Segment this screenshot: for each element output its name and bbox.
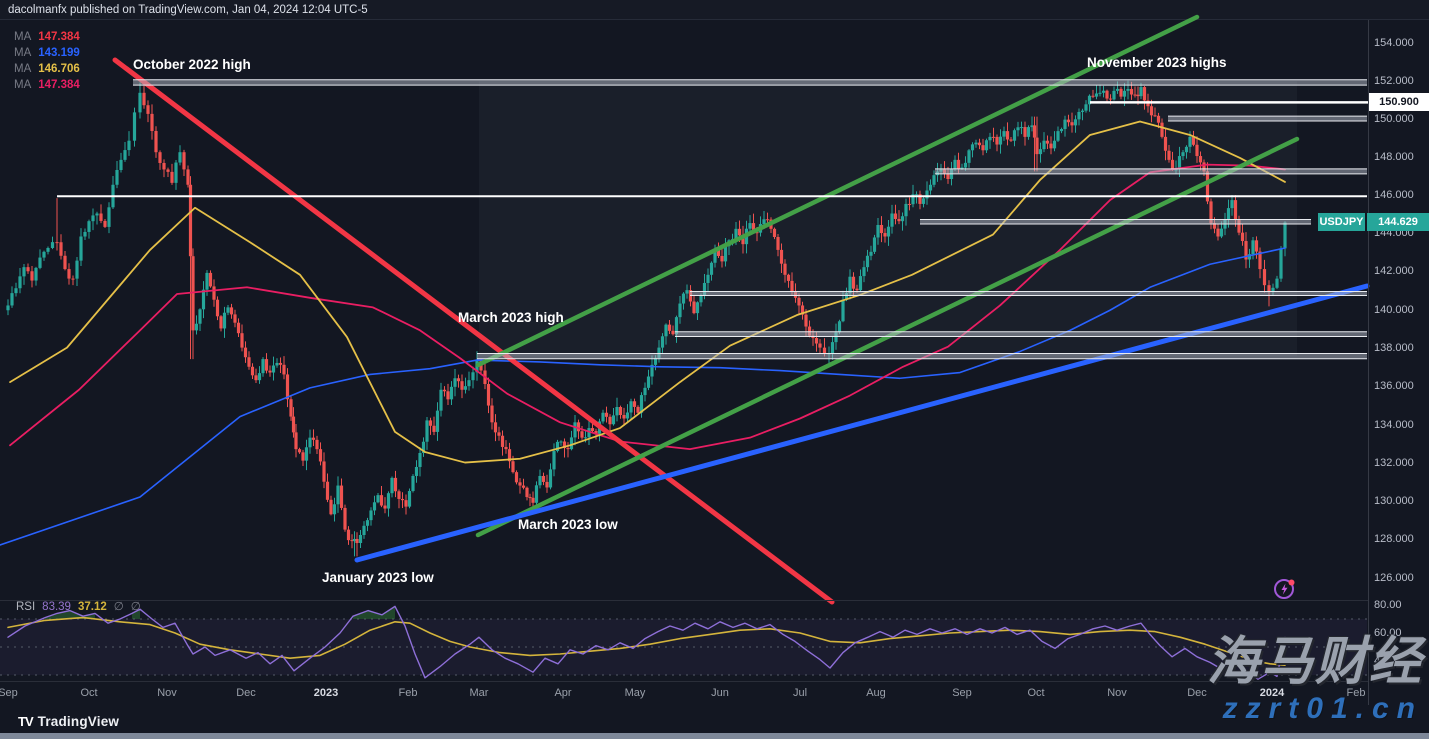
time-axis-year-label: 2024 — [1259, 687, 1285, 699]
time-axis-month-label: Mar — [469, 687, 489, 699]
price-axis-label: 150.000 — [1374, 113, 1414, 125]
time-axis-month-label: Jun — [711, 687, 729, 699]
time-axis-pane[interactable]: Sep Oct Nov Dec 2023 Feb Mar Apr May Jun Jul Aug Sep… — [0, 681, 1368, 706]
time-axis-month-label: Sep — [952, 687, 972, 699]
symbol-label: USDJPY — [1318, 213, 1365, 231]
price-axis-label: 138.000 — [1374, 342, 1414, 354]
ma-legend-row: MA 147.384 — [14, 31, 80, 43]
price-axis-label: 140.000 — [1374, 304, 1414, 316]
time-axis-year-label: 2023 — [313, 687, 339, 699]
ma-legend[interactable]: MA 147.384 MA 143.199 MA 146.706 MA 147.384 — [14, 29, 80, 93]
ma-legend-row: MA 147.384 — [14, 79, 80, 91]
price-axis-label: 148.000 — [1374, 151, 1414, 163]
time-axis-month-label: Feb — [398, 687, 418, 699]
price-axis-label: 126.000 — [1374, 572, 1414, 584]
time-axis-month-label: Apr — [554, 687, 572, 699]
time-axis-month-label: Nov — [157, 687, 177, 699]
ma-legend-row: MA 146.706 — [14, 63, 80, 75]
price-level-badge: 150.900 — [1369, 93, 1429, 111]
time-axis-month-label: May — [624, 687, 646, 699]
publish-info-text: dacolmanfx published on TradingView.com,… — [8, 4, 368, 16]
price-axis-label: 40.00 — [1374, 655, 1402, 667]
chart-annotation-text[interactable]: November 2023 highs — [1087, 55, 1227, 70]
price-axis-label: 134.000 — [1374, 419, 1414, 431]
rsi-legend-value: RSI — [16, 601, 36, 613]
chart-annotation-text[interactable]: March 2023 low — [518, 517, 618, 532]
time-axis-month-label: Nov — [1107, 687, 1127, 699]
price-axis-label: 136.000 — [1374, 380, 1414, 392]
price-axis-label: 142.000 — [1374, 265, 1414, 277]
time-axis-month-label: Sep — [0, 687, 18, 699]
rsi-legend-value: ∅ — [113, 601, 124, 613]
time-axis-month-label: Jul — [792, 687, 808, 699]
tradingview-brand-text: TradingView — [37, 714, 120, 729]
tradingview-logo-icon: TV — [18, 714, 34, 729]
rsi-legend-value: 83.39 — [42, 601, 71, 613]
price-axis-label: 146.000 — [1374, 189, 1414, 201]
chart-annotation-text[interactable]: October 2022 high — [133, 57, 251, 72]
symbol-price-badge: USDJPY 144.629 — [1318, 213, 1429, 231]
time-axis-month-label: Dec — [1187, 687, 1207, 699]
rsi-legend[interactable]: RSI 83.39 37.12 ∅ ∅ — [16, 600, 148, 614]
price-axis-label: 152.000 — [1374, 75, 1414, 87]
bottom-strip — [0, 733, 1429, 739]
publish-info-bar: dacolmanfx published on TradingView.com,… — [0, 0, 1429, 20]
notification-dot — [1288, 579, 1295, 586]
price-axis-label: 132.000 — [1374, 457, 1414, 469]
time-axis-month-label: Feb — [1346, 687, 1366, 699]
price-axis-label: 130.000 — [1374, 495, 1414, 507]
rsi-legend-value: ∅ — [130, 601, 141, 613]
price-axis-pane[interactable]: 154.000 152.000 150.000 148.000 146.000 144.0… — [1368, 20, 1429, 705]
time-axis-month-label: Oct — [80, 687, 98, 699]
time-axis-month-label: Dec — [236, 687, 256, 699]
rsi-pane-separator[interactable] — [0, 600, 1368, 601]
time-axis-month-label: Oct — [1027, 687, 1045, 699]
time-axis-month-label: Aug — [866, 687, 886, 699]
price-axis-label: 128.000 — [1374, 533, 1414, 545]
ma-legend-row: MA 143.199 — [14, 47, 80, 59]
chart-annotation-text[interactable]: January 2023 low — [322, 570, 434, 585]
symbol-last-price: 144.629 — [1367, 213, 1429, 231]
price-axis-label: 60.00 — [1374, 627, 1402, 639]
tradingview-logo[interactable]: TV TradingView — [18, 714, 119, 729]
price-axis-label: 154.000 — [1374, 37, 1414, 49]
footer-bar: TV TradingView — [0, 705, 1429, 733]
chart-annotation-text[interactable]: March 2023 high — [458, 310, 564, 325]
flash-ideas-icon[interactable] — [1272, 575, 1298, 606]
price-axis-label: 80.00 — [1374, 599, 1402, 611]
rsi-legend-value: 37.12 — [77, 601, 107, 613]
